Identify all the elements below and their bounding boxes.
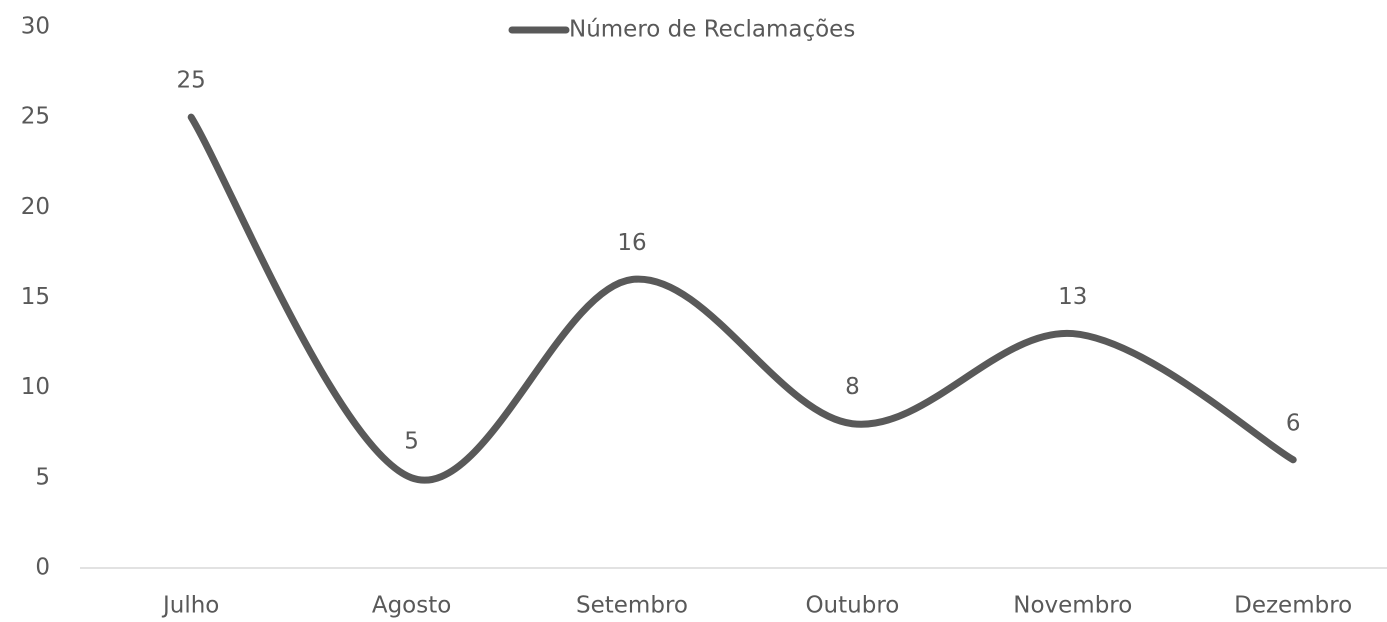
data-label: 8 bbox=[845, 374, 860, 400]
y-tick-label: 30 bbox=[21, 14, 50, 40]
data-label: 13 bbox=[1058, 284, 1087, 310]
y-tick-label: 10 bbox=[21, 374, 50, 400]
line bbox=[187, 113, 1297, 484]
data-label: 5 bbox=[404, 428, 419, 454]
x-tick-label: Novembro bbox=[1013, 593, 1132, 619]
x-tick-label: Outubro bbox=[805, 593, 899, 619]
x-tick-label: Dezembro bbox=[1234, 593, 1352, 619]
legend-label: Número de Reclamações bbox=[569, 17, 855, 43]
x-tick-label: Setembro bbox=[576, 593, 688, 619]
y-tick-label: 0 bbox=[35, 555, 50, 581]
y-tick-label: 5 bbox=[35, 464, 50, 490]
y-tick-label: 15 bbox=[21, 284, 50, 310]
data-label: 6 bbox=[1286, 410, 1301, 436]
x-tick-label: Julho bbox=[161, 593, 219, 619]
x-tick-label: Agosto bbox=[372, 593, 451, 619]
y-tick-label: 20 bbox=[21, 194, 50, 220]
y-tick-label: 25 bbox=[21, 104, 50, 130]
data-label: 16 bbox=[617, 230, 646, 256]
data-label: 25 bbox=[177, 68, 206, 94]
